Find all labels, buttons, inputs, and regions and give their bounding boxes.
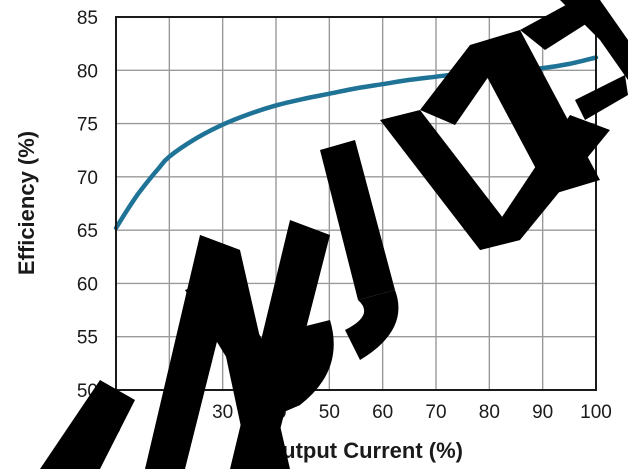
watermark-stroke-9 — [380, 110, 520, 250]
watermark-stroke-7 — [320, 140, 395, 300]
plot-frame — [115, 16, 597, 391]
y-axis-title: Efficiency (%) — [14, 131, 39, 275]
watermark-stroke-4 — [230, 220, 330, 469]
watermark-stroke-12 — [420, 45, 500, 125]
y-tick-label-65: 65 — [77, 221, 98, 242]
y-tick-label-75: 75 — [77, 115, 98, 136]
x-tick-label-50: 50 — [319, 402, 340, 423]
x-axis-title: Output Current (%) — [265, 438, 463, 463]
x-tick-label-90: 90 — [532, 402, 553, 423]
plot-border — [115, 16, 597, 391]
y-tick-label-55: 55 — [77, 328, 98, 349]
watermark — [40, 0, 628, 469]
x-tick-label-70: 70 — [425, 402, 446, 423]
x-tick-label-60: 60 — [372, 402, 393, 423]
x-tick-label-100: 100 — [580, 402, 612, 423]
watermark-stroke-11 — [480, 115, 610, 250]
watermark-stroke-1 — [60, 415, 120, 469]
x-tick-label-80: 80 — [479, 402, 500, 423]
watermark-stroke-8 — [345, 290, 399, 360]
watermark-stroke-6 — [265, 320, 334, 420]
y-tick-label-85: 85 — [77, 8, 98, 29]
x-tick-label-30: 30 — [212, 402, 233, 423]
watermark-stroke-0 — [40, 380, 135, 469]
y-tick-label-70: 70 — [77, 168, 98, 189]
watermark-stroke-15 — [560, 0, 628, 80]
y-tick-label-60: 60 — [77, 274, 98, 295]
watermark-stroke-14 — [575, 75, 628, 120]
watermark-stroke-5 — [185, 275, 300, 420]
y-tick-label-80: 80 — [77, 61, 98, 82]
